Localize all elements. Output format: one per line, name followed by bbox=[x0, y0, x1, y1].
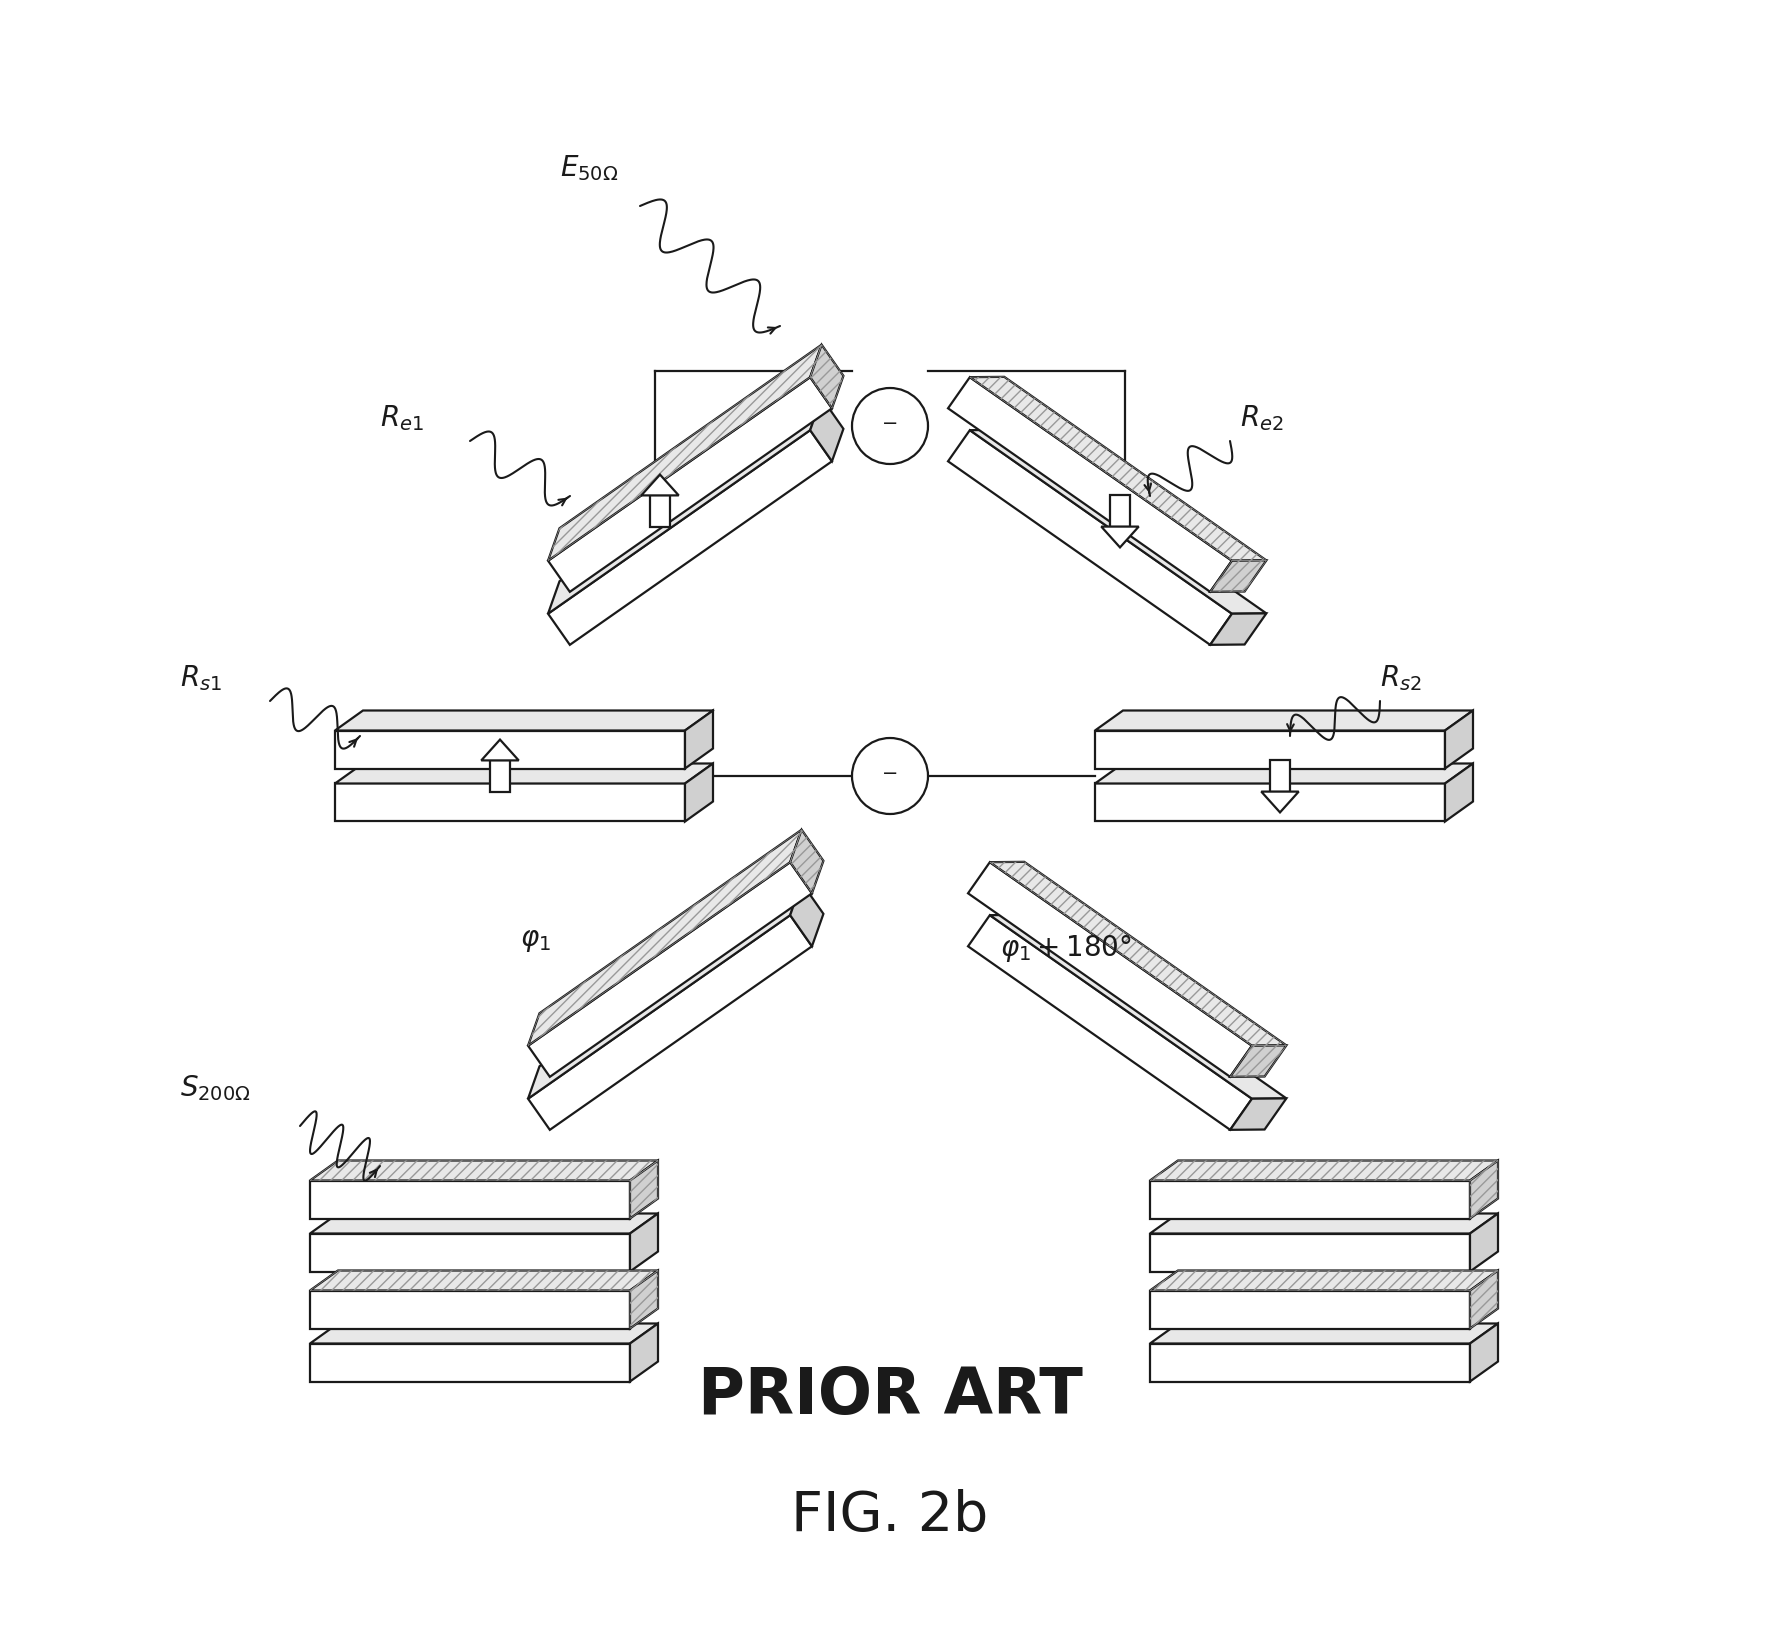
Polygon shape bbox=[310, 1234, 630, 1272]
Polygon shape bbox=[548, 398, 822, 613]
Polygon shape bbox=[1470, 1213, 1499, 1272]
Circle shape bbox=[853, 389, 927, 463]
Polygon shape bbox=[310, 1213, 659, 1234]
Text: $\varphi_1+180°$: $\varphi_1+180°$ bbox=[1000, 933, 1132, 964]
Polygon shape bbox=[548, 377, 831, 592]
Polygon shape bbox=[335, 764, 714, 784]
Polygon shape bbox=[1095, 730, 1445, 769]
Polygon shape bbox=[630, 1161, 659, 1218]
Polygon shape bbox=[1150, 1213, 1499, 1234]
Polygon shape bbox=[810, 345, 844, 408]
Polygon shape bbox=[310, 1343, 630, 1382]
Polygon shape bbox=[548, 431, 831, 646]
Polygon shape bbox=[335, 730, 685, 769]
Polygon shape bbox=[310, 1291, 630, 1328]
Polygon shape bbox=[529, 862, 812, 1076]
Text: $R_{s1}$: $R_{s1}$ bbox=[180, 663, 222, 693]
Polygon shape bbox=[641, 475, 678, 496]
Polygon shape bbox=[1470, 1161, 1499, 1218]
Polygon shape bbox=[1150, 1270, 1499, 1291]
Polygon shape bbox=[1095, 764, 1474, 784]
Polygon shape bbox=[1470, 1324, 1499, 1382]
Polygon shape bbox=[1470, 1270, 1499, 1328]
Polygon shape bbox=[790, 883, 824, 946]
Text: −: − bbox=[881, 764, 899, 782]
Polygon shape bbox=[650, 496, 669, 527]
Polygon shape bbox=[630, 1270, 659, 1328]
Polygon shape bbox=[949, 377, 1232, 592]
Polygon shape bbox=[1150, 1324, 1499, 1343]
Polygon shape bbox=[1262, 792, 1299, 813]
Polygon shape bbox=[970, 429, 1266, 613]
Polygon shape bbox=[1445, 764, 1474, 821]
Polygon shape bbox=[310, 1161, 659, 1180]
Polygon shape bbox=[481, 740, 518, 761]
Polygon shape bbox=[1271, 761, 1290, 792]
Polygon shape bbox=[1150, 1343, 1470, 1382]
Text: $R_{s2}$: $R_{s2}$ bbox=[1380, 663, 1422, 693]
Polygon shape bbox=[310, 1180, 630, 1218]
Polygon shape bbox=[1102, 527, 1139, 548]
Polygon shape bbox=[1150, 1234, 1470, 1272]
Polygon shape bbox=[529, 883, 801, 1099]
Polygon shape bbox=[810, 398, 844, 462]
Polygon shape bbox=[335, 711, 714, 730]
Polygon shape bbox=[548, 345, 822, 561]
Text: FIG. 2b: FIG. 2b bbox=[792, 1489, 988, 1543]
Polygon shape bbox=[685, 711, 714, 769]
Circle shape bbox=[853, 738, 927, 815]
Polygon shape bbox=[1210, 613, 1266, 646]
Polygon shape bbox=[1111, 496, 1130, 527]
Polygon shape bbox=[529, 829, 801, 1046]
Text: $S_{200\Omega}$: $S_{200\Omega}$ bbox=[180, 1073, 251, 1102]
Polygon shape bbox=[1230, 1099, 1287, 1130]
Polygon shape bbox=[1095, 711, 1474, 730]
Polygon shape bbox=[1210, 561, 1266, 592]
Polygon shape bbox=[1150, 1180, 1470, 1218]
Text: −: − bbox=[881, 413, 899, 433]
Polygon shape bbox=[310, 1324, 659, 1343]
Text: $E_{50\Omega}$: $E_{50\Omega}$ bbox=[561, 153, 618, 182]
Polygon shape bbox=[990, 915, 1287, 1099]
Polygon shape bbox=[1230, 1046, 1287, 1076]
Text: $R_{e2}$: $R_{e2}$ bbox=[1241, 403, 1283, 433]
Polygon shape bbox=[1150, 1161, 1499, 1180]
Polygon shape bbox=[685, 764, 714, 821]
Polygon shape bbox=[949, 431, 1232, 646]
Polygon shape bbox=[630, 1324, 659, 1382]
Polygon shape bbox=[335, 784, 685, 821]
Text: $R_{e1}$: $R_{e1}$ bbox=[379, 403, 424, 433]
Polygon shape bbox=[1150, 1291, 1470, 1328]
Polygon shape bbox=[968, 915, 1251, 1130]
Polygon shape bbox=[529, 915, 812, 1130]
Polygon shape bbox=[970, 377, 1266, 561]
Polygon shape bbox=[630, 1213, 659, 1272]
Polygon shape bbox=[790, 829, 824, 893]
Polygon shape bbox=[1095, 784, 1445, 821]
Polygon shape bbox=[990, 862, 1287, 1046]
Polygon shape bbox=[310, 1270, 659, 1291]
Polygon shape bbox=[490, 761, 509, 792]
Polygon shape bbox=[1445, 711, 1474, 769]
Text: $\varphi_1$: $\varphi_1$ bbox=[520, 925, 552, 954]
Text: PRIOR ART: PRIOR ART bbox=[698, 1364, 1082, 1428]
Polygon shape bbox=[968, 862, 1251, 1076]
